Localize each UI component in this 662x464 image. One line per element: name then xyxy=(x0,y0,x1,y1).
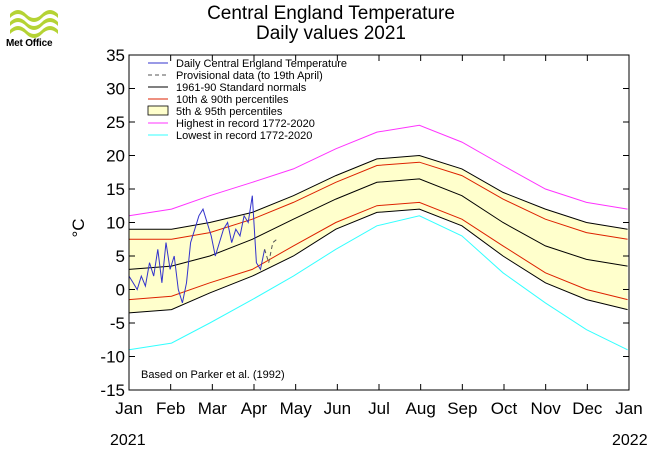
y-tick-label: 30 xyxy=(106,80,125,99)
y-tick-label: 35 xyxy=(106,46,125,65)
x-tick-label: Mar xyxy=(198,399,228,418)
series-line-4 xyxy=(128,201,628,301)
x-tick-label: Apr xyxy=(241,399,268,418)
legend-label: Highest in record 1772-2020 xyxy=(176,118,315,130)
year-label-end: 2022 xyxy=(612,432,648,449)
series-line-1 xyxy=(129,154,628,230)
x-tick-label: Aug xyxy=(406,399,436,418)
y-tick-label: 25 xyxy=(106,113,125,132)
source-note: Based on Parker et al. (1992) xyxy=(141,369,285,381)
chart-subtitle: Daily values 2021 xyxy=(256,23,406,44)
x-tick-label: Sep xyxy=(447,399,477,418)
logo-text: Met Office xyxy=(6,38,53,49)
legend-swatch xyxy=(147,105,169,116)
y-axis-label: °C xyxy=(69,218,88,237)
legend-label: Lowest in record 1772-2020 xyxy=(176,130,312,142)
y-tick-label: 5 xyxy=(116,247,125,266)
y-tick-label: 10 xyxy=(106,214,125,233)
x-tick-label: Dec xyxy=(572,399,603,418)
legend-label: 10th & 90th percentiles xyxy=(176,94,289,106)
x-tick-label: Jan xyxy=(615,399,642,418)
chart-title: Central England Temperature xyxy=(207,3,455,24)
legend-label: Provisional data (to 19th April) xyxy=(176,70,323,82)
met-office-logo xyxy=(10,10,58,38)
x-tick-label: Feb xyxy=(156,399,185,418)
y-tick-label: 20 xyxy=(106,147,125,166)
y-tick-label: -10 xyxy=(100,348,125,367)
series-line-7 xyxy=(128,195,266,304)
legend-label: Daily Central England Temperature xyxy=(176,58,347,70)
y-tick-label: 0 xyxy=(116,281,125,300)
series-line-0 xyxy=(128,124,628,217)
series-line-8 xyxy=(264,238,278,263)
x-tick-label: Nov xyxy=(531,399,562,418)
legend-label: 5th & 95th percentiles xyxy=(176,106,283,118)
series-line-3 xyxy=(128,178,628,270)
legend-label: 1961-90 Standard normals xyxy=(176,82,307,94)
x-tick-label: Jun xyxy=(324,399,351,418)
y-tick-label: -15 xyxy=(100,381,125,400)
x-tick-label: Jan xyxy=(115,399,142,418)
x-tick-label: Jul xyxy=(368,399,390,418)
y-tick-label: 15 xyxy=(106,180,125,199)
x-tick-label: May xyxy=(280,399,313,418)
y-tick-label: -5 xyxy=(110,314,125,333)
year-label-start: 2021 xyxy=(110,432,146,449)
series-line-6 xyxy=(128,215,628,351)
x-tick-label: Oct xyxy=(491,399,518,418)
percentile-band-5-95 xyxy=(129,155,628,313)
series-line-5 xyxy=(128,208,628,314)
